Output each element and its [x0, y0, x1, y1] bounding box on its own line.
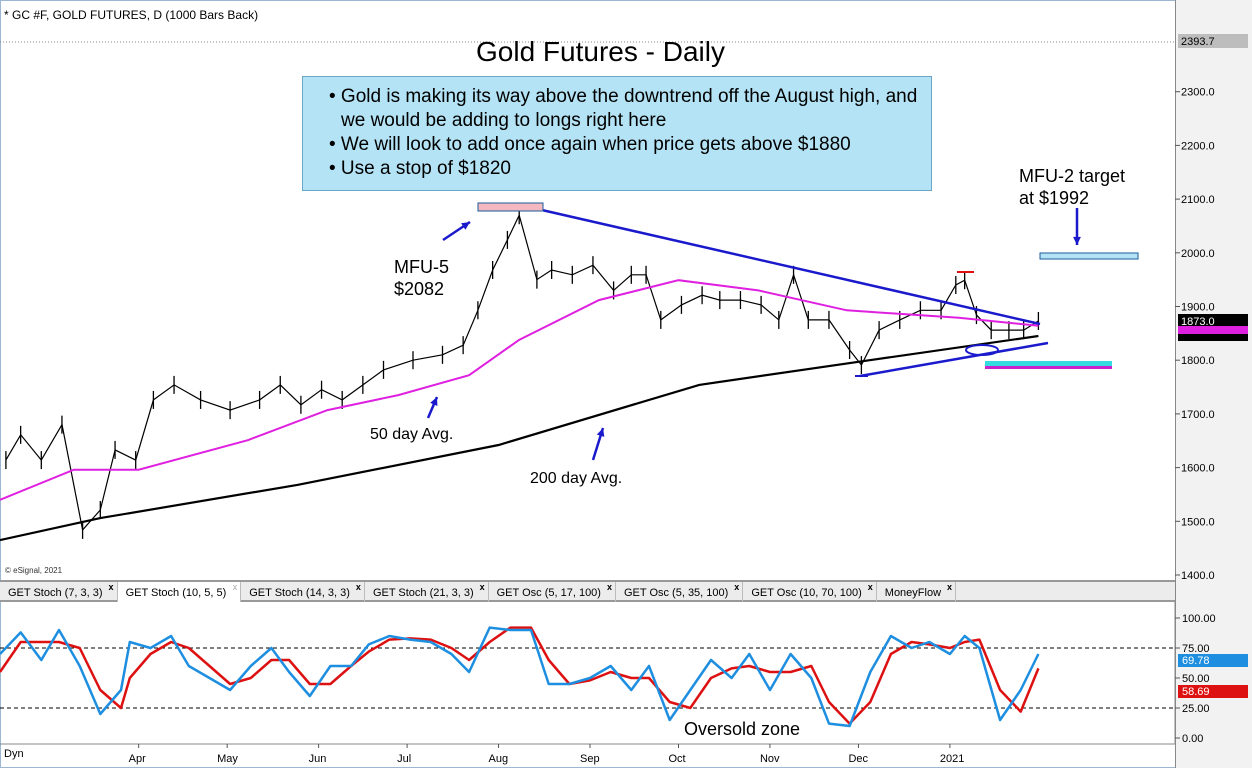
oversold-label: Oversold zone	[684, 719, 801, 739]
x-tick-label: May	[217, 753, 238, 765]
x-tick-label: Jul	[397, 753, 411, 765]
cross-ellipse	[965, 344, 999, 356]
close-icon[interactable]: x	[867, 582, 873, 592]
tab-osc-5-17-100[interactable]: GET Osc (5, 17, 100) x	[489, 582, 616, 602]
x-tick-label: 2021	[940, 753, 964, 765]
ma200-label: 200 day Avg.	[530, 470, 623, 487]
stoch-k-line	[0, 626, 1040, 728]
close-icon[interactable]: x	[232, 582, 238, 592]
mfu5-box	[477, 202, 544, 212]
y-tick-label: 2300.0	[1181, 87, 1215, 99]
high-price-tag	[1178, 34, 1248, 48]
y-tick-label: 1900.0	[1181, 302, 1215, 314]
close-icon[interactable]: x	[479, 582, 485, 592]
tab-osc-10-70-100[interactable]: GET Osc (10, 70, 100) x	[743, 582, 877, 602]
symbol-header: * GC #F, GOLD FUTURES, D (1000 Bars Back…	[4, 8, 259, 22]
price-chart: 1400.0 1500.0 1600.0 1700.0 1800.0 1900.0 2000…	[0, 34, 1248, 580]
chart-title: Gold Futures - Daily	[476, 36, 725, 67]
y-tick-label: 0.00	[1182, 733, 1203, 745]
last-price-label: 1873.0	[1181, 316, 1215, 328]
x-tick-label: Apr	[129, 753, 146, 765]
y-tick-label: 2000.0	[1181, 248, 1215, 260]
ma200-price-tag	[1178, 333, 1248, 341]
close-icon[interactable]: x	[108, 582, 114, 592]
ma200-arrow-icon-head	[596, 428, 605, 437]
ma50-arrow-icon-head	[430, 397, 438, 406]
series-price	[5, 213, 1039, 532]
last-price-tag	[1178, 313, 1248, 327]
y-tick-label: 25.00	[1182, 703, 1210, 715]
y-tick-label: 1400.0	[1181, 570, 1215, 580]
x-tick-label: Sep	[580, 753, 600, 765]
series-200-day-avg-	[0, 334, 1039, 542]
note-1: • Gold is making its way above the downt…	[329, 86, 918, 131]
y-tick-label: 50.00	[1182, 673, 1210, 685]
mfu5-arrow-icon-head	[461, 222, 470, 230]
close-icon[interactable]: x	[734, 582, 740, 592]
price-axis[interactable]	[1175, 0, 1252, 768]
tab-stoch-7-3-3[interactable]: GET Stoch (7, 3, 3) x	[0, 582, 118, 602]
copyright: © eSignal, 2021	[5, 566, 63, 575]
x-tick-label: Aug	[489, 753, 509, 765]
mfu5-label: MFU-5 $2082	[394, 257, 449, 299]
tab-stoch-10-5-5[interactable]: GET Stoch (10, 5, 5) x	[117, 582, 242, 602]
y-tick-label: 1800.0	[1181, 355, 1215, 367]
close-icon[interactable]: x	[355, 582, 361, 592]
note-3: • Use a stop of $1820	[329, 158, 511, 179]
close-icon[interactable]: x	[606, 582, 612, 592]
x-tick-label: Oct	[669, 753, 686, 765]
close-icon[interactable]: x	[947, 582, 953, 592]
notes-box: • Gold is making its way above the downt…	[302, 76, 932, 191]
y-tick-label: 1500.0	[1181, 516, 1215, 528]
k-value-tag	[1178, 654, 1248, 667]
y-tick-label: 1700.0	[1181, 409, 1215, 421]
dyn-button[interactable]: Dyn	[4, 748, 24, 760]
x-tick-label: Nov	[760, 753, 780, 765]
tab-stoch-21-3-3[interactable]: GET Stoch (21, 3, 3) x	[365, 582, 489, 602]
support-box-cyan	[985, 361, 1112, 366]
y-tick-label: 100.00	[1182, 613, 1216, 625]
mfu2-target-box	[1039, 252, 1139, 260]
series-50-day-avg-	[0, 279, 1039, 501]
y-tick-label: 75.00	[1182, 643, 1210, 655]
d-value-tag	[1178, 685, 1248, 698]
high-price-label: 2393.7	[1181, 36, 1215, 48]
y-tick-label: 2200.0	[1181, 140, 1215, 152]
tab-stoch-14-3-3[interactable]: GET Stoch (14, 3, 3) x	[241, 582, 365, 602]
y-tick-label: 1600.0	[1181, 463, 1215, 475]
mfu2-arrow-icon-head	[1073, 236, 1081, 245]
note-2: • We will look to add once again when pr…	[329, 134, 851, 155]
stochastic-chart: 0.00 25.00 50.00 75.00 100.00 69.78 58.69 Apr Ma…	[0, 602, 1248, 765]
indicator-tabs: GET Stoch (7, 3, 3) x GET Stoch (10, 5, 5…	[0, 580, 1175, 602]
tab-osc-5-35-100[interactable]: GET Osc (5, 35, 100) x	[616, 582, 744, 602]
support-box-magenta	[985, 366, 1112, 369]
mfu2-label: MFU-2 target at $1992	[1019, 166, 1126, 208]
ma50-price-tag	[1178, 325, 1248, 334]
stoch-d-line	[0, 626, 1040, 725]
x-tick-label: Jun	[309, 753, 327, 765]
d-value-label: 58.69	[1182, 686, 1210, 698]
y-tick-label: 2100.0	[1181, 194, 1215, 206]
tab-moneyflow[interactable]: MoneyFlow x	[877, 582, 957, 602]
x-tick-label: Dec	[848, 753, 868, 765]
ma50-label: 50 day Avg.	[370, 426, 454, 443]
k-value-label: 69.78	[1182, 655, 1210, 667]
uptrend-line	[859, 341, 1049, 378]
downtrend-line	[519, 203, 1041, 326]
